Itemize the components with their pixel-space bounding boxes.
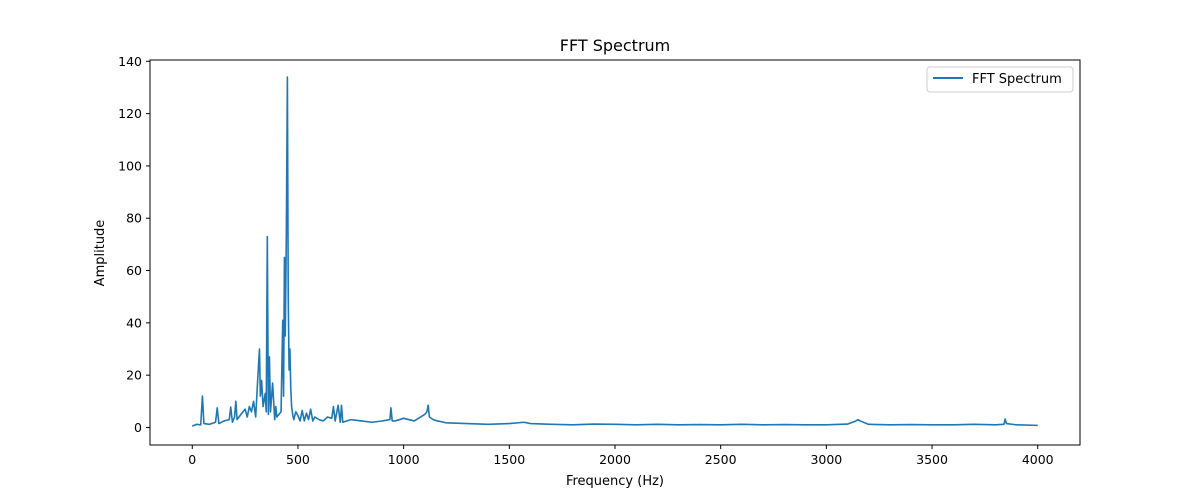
y-tick-label: 40 bbox=[126, 315, 142, 330]
x-tick-label: 500 bbox=[286, 452, 310, 467]
y-tick-label: 60 bbox=[126, 263, 142, 278]
y-axis-ticks: 0 20 40 60 80 100 120 140 bbox=[118, 54, 150, 435]
y-tick-label: 0 bbox=[134, 420, 142, 435]
y-axis-label: Amplitude bbox=[93, 220, 108, 287]
x-tick-label: 1500 bbox=[493, 452, 525, 467]
legend-label-fft-spectrum: FFT Spectrum bbox=[972, 72, 1062, 87]
x-tick-label: 3500 bbox=[916, 452, 948, 467]
series-line-0 bbox=[191, 76, 1038, 427]
y-tick-label: 140 bbox=[118, 54, 142, 69]
y-tick-label: 80 bbox=[126, 211, 142, 226]
y-tick-label: 100 bbox=[118, 158, 142, 173]
legend-box bbox=[926, 66, 1074, 93]
x-tick-label: 0 bbox=[188, 452, 196, 467]
legend: FFT Spectrum bbox=[926, 66, 1074, 93]
x-tick-label: 2500 bbox=[705, 452, 737, 467]
x-tick-label: 2000 bbox=[599, 452, 631, 467]
y-tick-label: 20 bbox=[126, 368, 142, 383]
plot-area: 0 500 1000 1500 2000 2500 3000 3500 4000 0 20 40 60… bbox=[118, 54, 1081, 467]
chart-title: FFT Spectrum bbox=[560, 36, 671, 55]
x-axis-ticks: 0 500 1000 1500 2000 2500 3000 3500 4000 bbox=[188, 445, 1054, 467]
series-layer bbox=[191, 76, 1038, 427]
y-tick-label: 120 bbox=[118, 106, 142, 121]
x-tick-label: 4000 bbox=[1022, 452, 1054, 467]
x-tick-label: 3000 bbox=[810, 452, 842, 467]
x-tick-label: 1000 bbox=[388, 452, 420, 467]
x-axis-label: Frequency (Hz) bbox=[566, 474, 664, 489]
